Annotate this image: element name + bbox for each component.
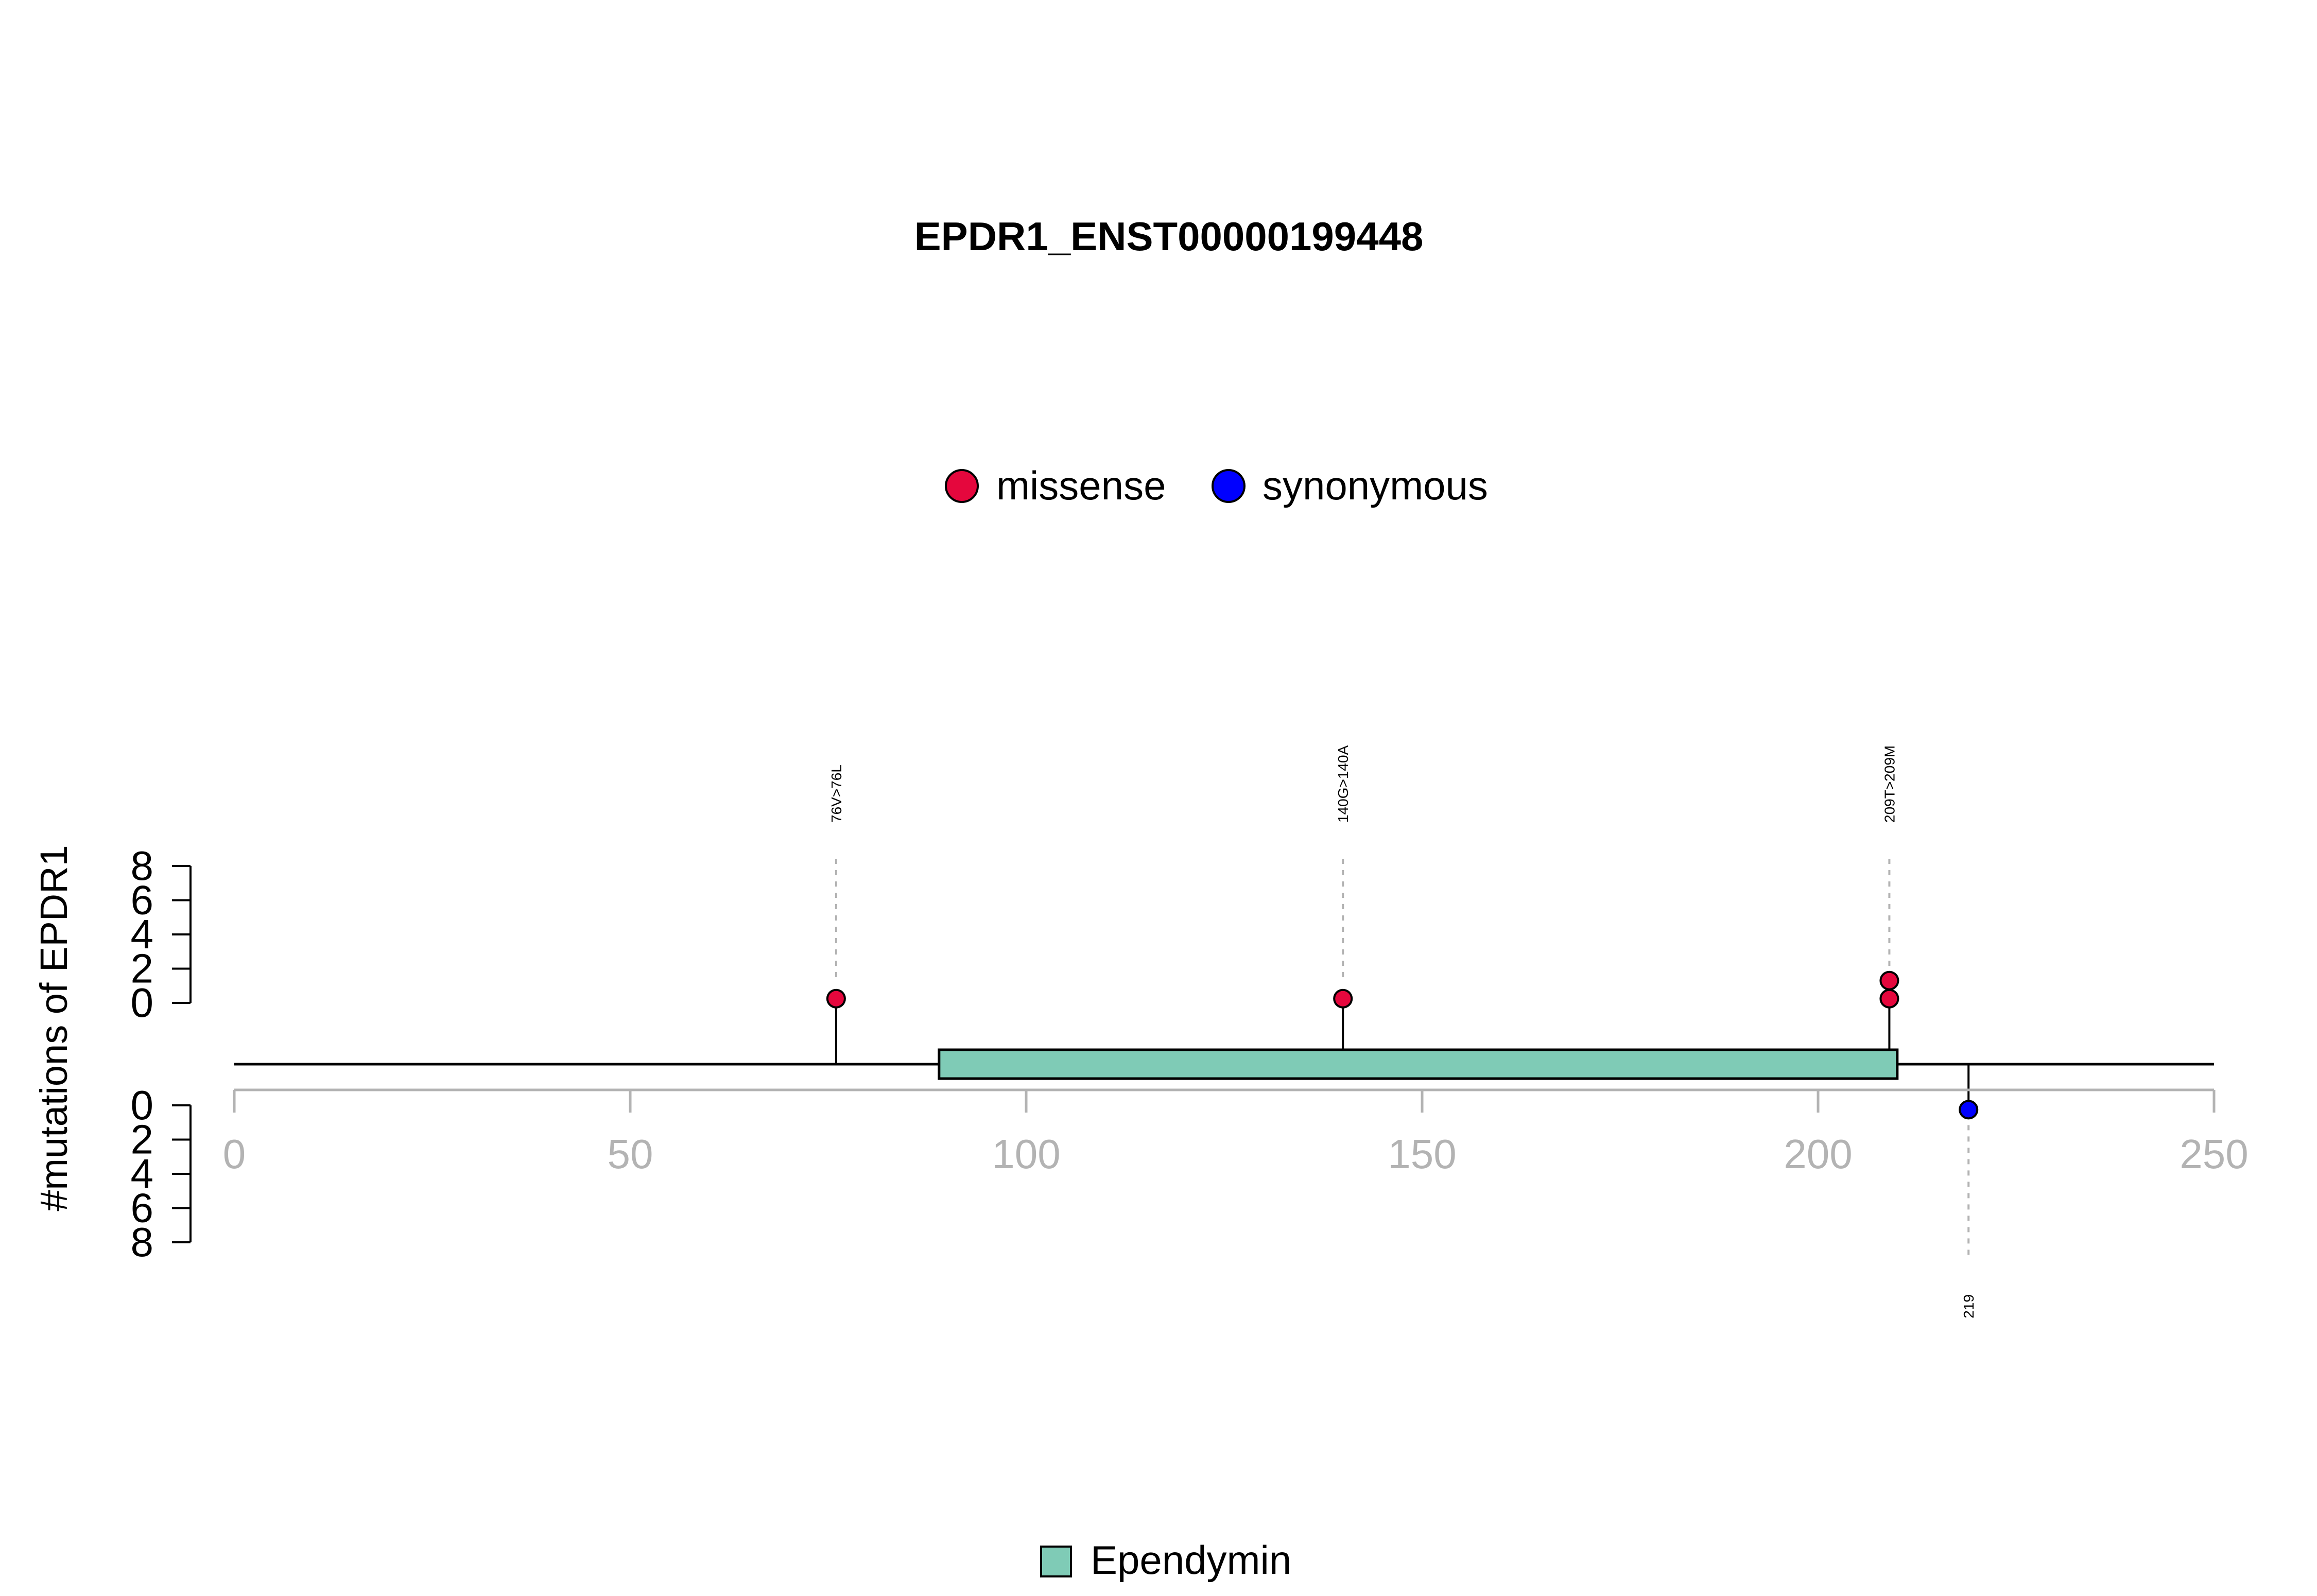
- x-tick-label: 250: [2180, 1131, 2248, 1177]
- mutations-layer: 76V>76L 140G>140A 209T>209M 219: [828, 745, 1977, 1318]
- legend-marker-missense: [945, 469, 979, 503]
- y-tick-label-lower: 6: [131, 1185, 154, 1231]
- legend-label-ependymin: Ependymin: [1091, 1537, 1291, 1583]
- x-tick-label: 100: [992, 1131, 1060, 1177]
- legend-marker-synonymous: [1212, 469, 1246, 503]
- x-tick-label: 50: [608, 1131, 653, 1177]
- legend-label-synonymous: synonymous: [1263, 463, 1488, 508]
- mutation-219-label: 219: [1961, 1294, 1977, 1319]
- y-tick-label-lower: 8: [131, 1219, 154, 1265]
- y-axis-label: #mutations of EPDR1: [32, 845, 75, 1211]
- legend-marker-ependymin: [1040, 1546, 1072, 1577]
- mutation-140g-140a-point: [1333, 988, 1353, 1009]
- x-axis: 0 50 100 150 200 250: [223, 1088, 2249, 1177]
- mutation-legend: missense synonymous: [945, 463, 1488, 508]
- mutation-76v-76l-point: [826, 988, 846, 1009]
- mutation-219-point: [1959, 1100, 1979, 1120]
- mutation-209t-209m-label: 209T>209M: [1881, 745, 1897, 823]
- mutation-76v-76l-label: 76V>76L: [828, 765, 844, 823]
- x-tick-label: 200: [1784, 1131, 1852, 1177]
- y-tick-label-lower: 0: [131, 1082, 154, 1128]
- y-tick-label-upper: 4: [131, 911, 154, 957]
- y-tick-label-upper: 6: [131, 877, 154, 923]
- mutation-209t-209m-point: [1879, 988, 1899, 1009]
- mutation-140g-140a-label: 140G>140A: [1335, 745, 1351, 823]
- y-tick-label-upper: 8: [131, 843, 154, 889]
- legend-label-missense: missense: [996, 463, 1166, 508]
- y-tick-label-lower: 2: [131, 1117, 154, 1163]
- y-tick-label-upper: 2: [131, 946, 154, 992]
- domain-ependymin: [938, 1048, 1899, 1080]
- chart-title: EPDR1_ENST00000199448: [914, 214, 1424, 259]
- domain-legend: Ependymin: [1040, 1537, 1291, 1583]
- mutation-209t-209m-point: [1879, 970, 1899, 991]
- y-tick-label-upper: 0: [131, 980, 154, 1026]
- y-tick-label-lower: 4: [131, 1151, 154, 1196]
- domains-layer: [938, 1048, 1899, 1080]
- x-tick-label: 0: [223, 1131, 246, 1177]
- points-layer: [826, 970, 1979, 1120]
- x-tick-label: 150: [1388, 1131, 1456, 1177]
